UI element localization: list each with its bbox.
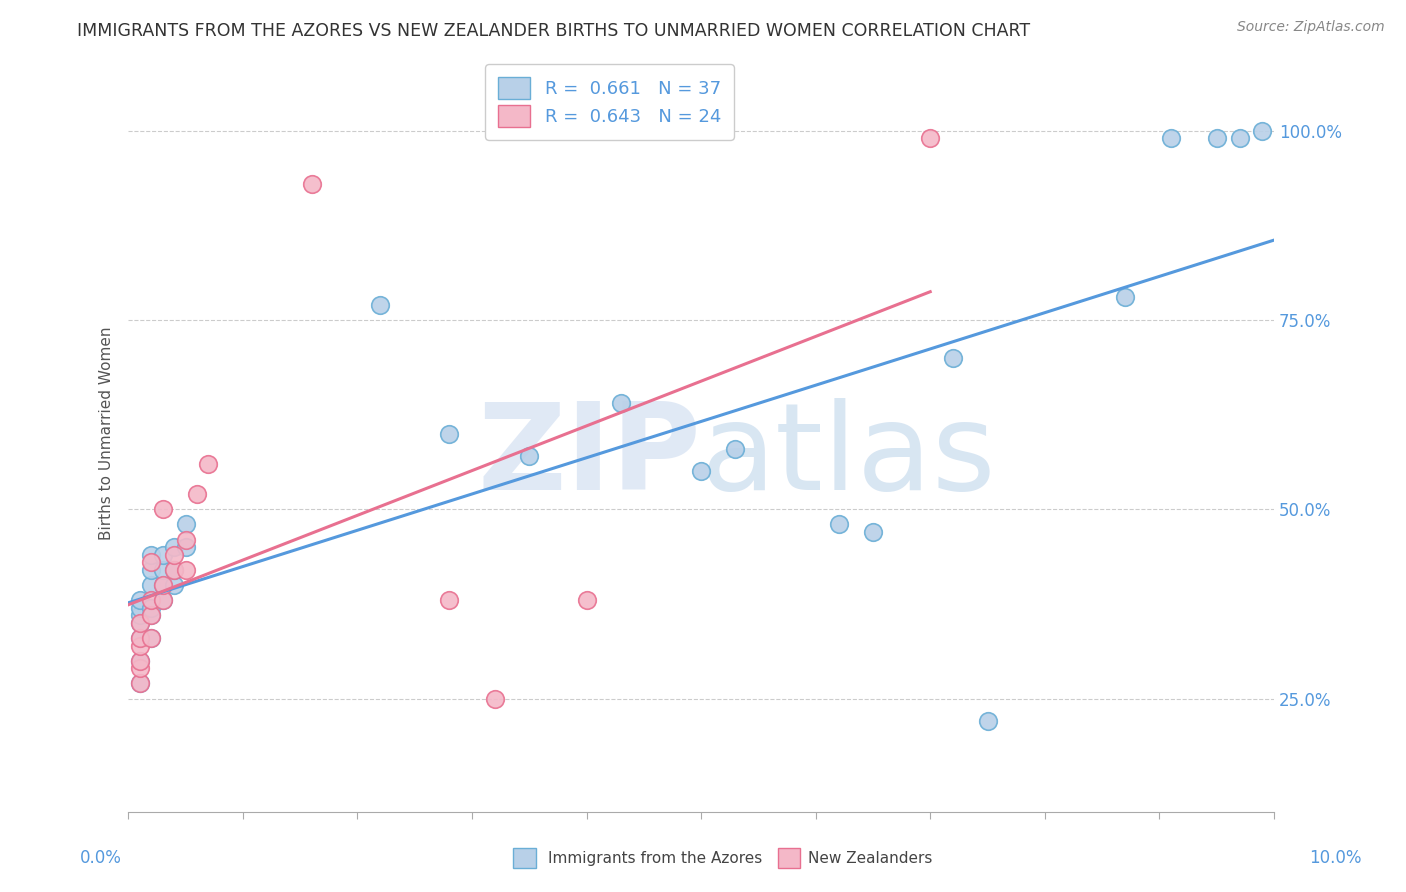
Point [128, 608, 150, 623]
Point [141, 593, 163, 607]
Point [163, 540, 186, 554]
Text: 10.0%: 10.0% [1309, 849, 1362, 867]
Point [128, 593, 150, 607]
Point [152, 502, 174, 516]
Point [437, 593, 460, 607]
Point [128, 615, 150, 630]
Point [128, 615, 150, 630]
Y-axis label: Births to Unmarried Women: Births to Unmarried Women [100, 326, 114, 541]
Point [152, 593, 174, 607]
Point [141, 548, 163, 562]
Point [186, 487, 208, 501]
Point [517, 450, 540, 464]
Point [128, 639, 150, 653]
Point [301, 177, 323, 191]
Point [437, 426, 460, 441]
Text: ZIP: ZIP [478, 398, 702, 515]
Point [152, 578, 174, 592]
Text: atlas: atlas [702, 398, 997, 515]
Point [152, 548, 174, 562]
Point [920, 131, 942, 145]
Point [163, 563, 186, 577]
Point [141, 600, 163, 615]
Text: New Zealanders: New Zealanders [808, 851, 932, 865]
Point [163, 548, 186, 562]
Text: Source: ZipAtlas.com: Source: ZipAtlas.com [1237, 20, 1385, 34]
Legend: R =  0.661   N = 37, R =  0.643   N = 24: R = 0.661 N = 37, R = 0.643 N = 24 [485, 64, 734, 140]
Point [141, 608, 163, 623]
Point [1205, 131, 1227, 145]
Point [174, 563, 197, 577]
Point [484, 691, 506, 706]
Point [174, 533, 197, 547]
Point [163, 578, 186, 592]
Point [128, 676, 150, 690]
Point [575, 593, 598, 607]
Point [141, 608, 163, 623]
Point [610, 396, 633, 410]
Point [141, 578, 163, 592]
Point [152, 578, 174, 592]
Text: Immigrants from the Azores: Immigrants from the Azores [548, 851, 762, 865]
Point [724, 442, 747, 456]
Point [152, 593, 174, 607]
Point [128, 631, 150, 645]
Point [1251, 124, 1274, 138]
Point [141, 555, 163, 569]
Point [1114, 290, 1136, 304]
Point [128, 654, 150, 668]
Point [174, 540, 197, 554]
Text: 0.0%: 0.0% [80, 849, 122, 867]
Point [128, 676, 150, 690]
Point [942, 351, 965, 365]
Point [197, 457, 219, 471]
Point [163, 563, 186, 577]
Point [827, 517, 849, 532]
Point [128, 654, 150, 668]
Point [141, 563, 163, 577]
Point [690, 465, 713, 479]
Point [128, 631, 150, 645]
Text: IMMIGRANTS FROM THE AZORES VS NEW ZEALANDER BIRTHS TO UNMARRIED WOMEN CORRELATIO: IMMIGRANTS FROM THE AZORES VS NEW ZEALAN… [77, 22, 1031, 40]
Point [152, 563, 174, 577]
Point [368, 298, 391, 312]
Point [141, 631, 163, 645]
Point [128, 661, 150, 675]
Point [141, 631, 163, 645]
Point [174, 517, 197, 532]
Point [976, 714, 998, 729]
Point [1229, 131, 1251, 145]
Point [862, 524, 884, 539]
Point [1160, 131, 1182, 145]
Point [128, 600, 150, 615]
